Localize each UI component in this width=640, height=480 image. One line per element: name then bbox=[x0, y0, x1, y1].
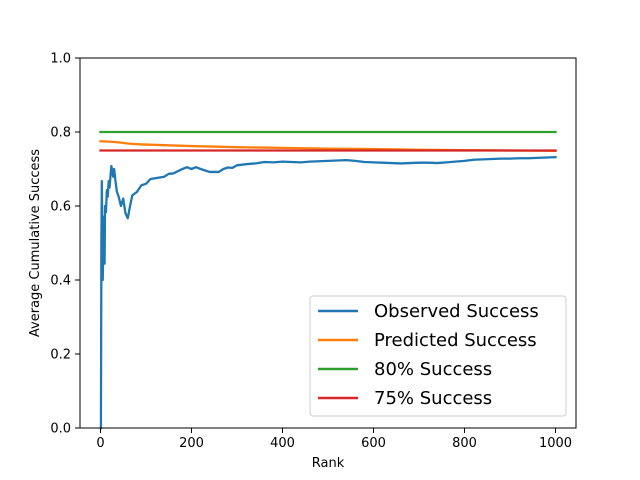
x-tick-label: 1000 bbox=[539, 436, 572, 451]
y-tick-label: 1.0 bbox=[50, 52, 71, 67]
x-axis-label: Rank bbox=[312, 456, 345, 471]
legend-entry-75: 75% Success bbox=[318, 388, 492, 409]
plot-area bbox=[79, 57, 577, 430]
x-tick-label: 800 bbox=[452, 436, 477, 451]
x-tick-label: 0 bbox=[96, 436, 104, 451]
legend-label-80: 80% Success bbox=[374, 359, 492, 380]
legend-entry-80: 80% Success bbox=[318, 359, 492, 380]
legend-entry-predicted: Predicted Success bbox=[318, 330, 537, 351]
series-line-observed-success bbox=[99, 155, 557, 430]
x-tick-label: 600 bbox=[361, 436, 386, 451]
legend-label-observed: Observed Success bbox=[374, 301, 539, 322]
axes-frame bbox=[79, 57, 577, 429]
y-tick-label: 0.4 bbox=[50, 274, 71, 289]
legend-entry-observed: Observed Success bbox=[318, 301, 539, 322]
y-axis-ticks: 0.0 0.2 0.4 0.6 0.8 1.0 bbox=[50, 52, 80, 437]
legend-box bbox=[309, 295, 567, 417]
legend: Observed Success Predicted Success 80% S… bbox=[309, 295, 567, 417]
y-tick-label: 0.8 bbox=[50, 126, 71, 141]
y-tick-label: 0.0 bbox=[50, 422, 71, 437]
y-tick-label: 0.2 bbox=[50, 348, 71, 363]
y-axis-label: Average Cumulative Success bbox=[28, 149, 43, 337]
series-layer bbox=[99, 130, 557, 430]
x-tick-label: 200 bbox=[179, 436, 204, 451]
legend-label-predicted: Predicted Success bbox=[374, 330, 537, 351]
x-axis-ticks: 0 200 400 600 800 1000 bbox=[96, 428, 572, 451]
legend-label-75: 75% Success bbox=[374, 388, 492, 409]
y-tick-label: 0.6 bbox=[50, 200, 71, 215]
x-tick-label: 400 bbox=[270, 436, 295, 451]
